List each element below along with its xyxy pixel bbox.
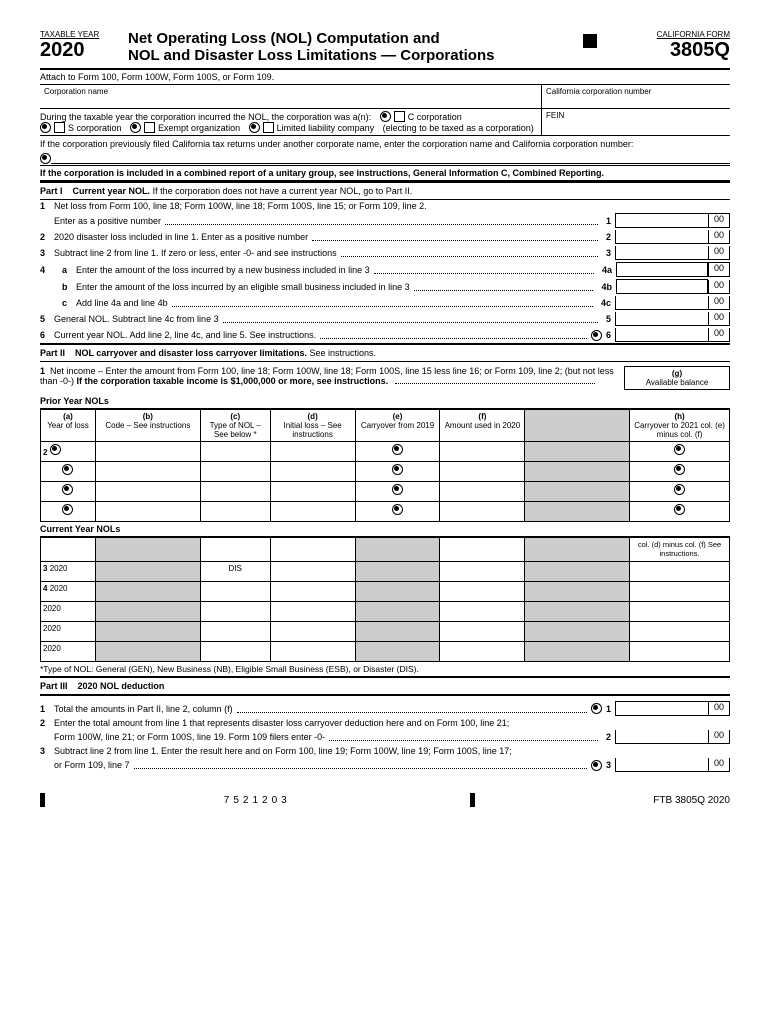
taxable-year-label: TAXABLE YEAR bbox=[40, 30, 120, 39]
prev-name-input[interactable] bbox=[51, 153, 730, 164]
footer-form-ref: FTB 3805Q 2020 bbox=[653, 795, 730, 806]
type-note: *Type of NOL: General (GEN), New Busines… bbox=[40, 662, 730, 676]
row2-g[interactable] bbox=[525, 442, 630, 462]
p1-l3-amount[interactable] bbox=[615, 246, 709, 260]
row4-a-radio[interactable] bbox=[62, 484, 73, 495]
tax-year: 2020 bbox=[40, 39, 120, 62]
p1-l6-amount[interactable] bbox=[615, 328, 709, 342]
prev-filed-line: If the corporation previously filed Cali… bbox=[40, 136, 730, 152]
cy-r3-f[interactable] bbox=[440, 562, 525, 582]
llc-checkbox[interactable] bbox=[263, 122, 274, 133]
p1-l6-radio[interactable] bbox=[591, 330, 602, 341]
row3-h-radio[interactable] bbox=[674, 464, 685, 475]
col-g-header: (g)Available balance bbox=[624, 366, 730, 390]
row2-a-radio[interactable] bbox=[50, 444, 61, 455]
row4-g[interactable] bbox=[525, 482, 630, 502]
p1-l4b-amount[interactable] bbox=[616, 279, 708, 294]
p3-l3-amount[interactable] bbox=[615, 758, 709, 772]
row5-g[interactable] bbox=[525, 502, 630, 522]
prior-year-table: (a)Year of loss (b)Code – See instructio… bbox=[40, 409, 730, 522]
p3-l2-amount[interactable] bbox=[615, 730, 709, 744]
form-header: TAXABLE YEAR 2020 Net Operating Loss (NO… bbox=[40, 30, 730, 70]
form-title-1: Net Operating Loss (NOL) Computation and bbox=[128, 30, 583, 47]
row5-e-radio[interactable] bbox=[392, 504, 403, 515]
cy-r4-c[interactable] bbox=[200, 582, 270, 602]
row4-h-radio[interactable] bbox=[674, 484, 685, 495]
black-marker bbox=[583, 34, 597, 48]
corporation-number-field[interactable]: California corporation number bbox=[542, 85, 730, 108]
part2-header: Part II NOL carryover and disaster loss … bbox=[40, 343, 730, 362]
row4-e-radio[interactable] bbox=[392, 484, 403, 495]
prior-year-header: Prior Year NOLs bbox=[40, 394, 730, 409]
fein-field[interactable]: FEIN bbox=[541, 109, 730, 135]
corporation-name-field[interactable]: Corporation name bbox=[40, 85, 542, 108]
p3-l1-amount[interactable] bbox=[615, 701, 709, 716]
p3-l3-radio[interactable] bbox=[591, 760, 602, 771]
row2-h-radio[interactable] bbox=[674, 444, 685, 455]
c-corp-label: C corporation bbox=[408, 112, 462, 122]
p1-l5-amount[interactable] bbox=[615, 312, 709, 326]
cy-r3-d[interactable] bbox=[270, 562, 355, 582]
p1-l2-amount[interactable] bbox=[615, 230, 709, 244]
row5-a-radio[interactable] bbox=[62, 504, 73, 515]
p1-l1-amount[interactable] bbox=[615, 213, 709, 228]
exempt-checkbox[interactable] bbox=[144, 122, 155, 133]
row3-e-radio[interactable] bbox=[392, 464, 403, 475]
row5-h-radio[interactable] bbox=[674, 504, 685, 515]
llc-note: (electing to be taxed as a corporation) bbox=[383, 123, 534, 133]
cy-r3-h[interactable] bbox=[630, 562, 730, 582]
p3-l1-radio[interactable] bbox=[591, 703, 602, 714]
part1-header: Part I Current year NOL. If the corporat… bbox=[40, 181, 730, 200]
california-form-label: CALIFORNIA FORM bbox=[657, 30, 730, 39]
exempt-label: Exempt organization bbox=[158, 123, 240, 133]
entity-intro: During the taxable year the corporation … bbox=[40, 112, 371, 122]
s-corp-label: S corporation bbox=[68, 123, 122, 133]
footer: 7521203 FTB 3805Q 2020 bbox=[40, 793, 730, 807]
c-corp-radio[interactable] bbox=[380, 111, 391, 122]
prev-filed-radio[interactable] bbox=[40, 153, 51, 164]
p1-l4a-amount[interactable] bbox=[616, 262, 708, 277]
row3-a-radio[interactable] bbox=[62, 464, 73, 475]
cy-r4-h[interactable] bbox=[630, 582, 730, 602]
row2-e-radio[interactable] bbox=[392, 444, 403, 455]
p1-l4c-amount[interactable] bbox=[615, 296, 709, 310]
part3-header: Part III 2020 NOL deduction bbox=[40, 676, 730, 696]
s-corp-radio[interactable] bbox=[40, 122, 51, 133]
c-corp-checkbox[interactable] bbox=[394, 111, 405, 122]
llc-label: Limited liability company bbox=[277, 123, 375, 133]
cy-r4-f[interactable] bbox=[440, 582, 525, 602]
current-year-table: col. (d) minus col. (f) See instructions… bbox=[40, 537, 730, 662]
row3-g[interactable] bbox=[525, 462, 630, 482]
p1-l1-text: Net loss from Form 100, line 18; Form 10… bbox=[54, 201, 730, 211]
combined-report-note: If the corporation is included in a comb… bbox=[40, 165, 730, 181]
s-corp-checkbox[interactable] bbox=[54, 122, 65, 133]
form-number: 3805Q bbox=[657, 39, 730, 62]
cy-r4-d[interactable] bbox=[270, 582, 355, 602]
llc-radio[interactable] bbox=[249, 122, 260, 133]
current-year-header: Current Year NOLs bbox=[40, 522, 730, 537]
form-title-2: NOL and Disaster Loss Limitations — Corp… bbox=[128, 47, 583, 64]
footer-code: 7521203 bbox=[224, 795, 291, 806]
attach-instruction: Attach to Form 100, Form 100W, Form 100S… bbox=[40, 70, 730, 85]
exempt-radio[interactable] bbox=[130, 122, 141, 133]
